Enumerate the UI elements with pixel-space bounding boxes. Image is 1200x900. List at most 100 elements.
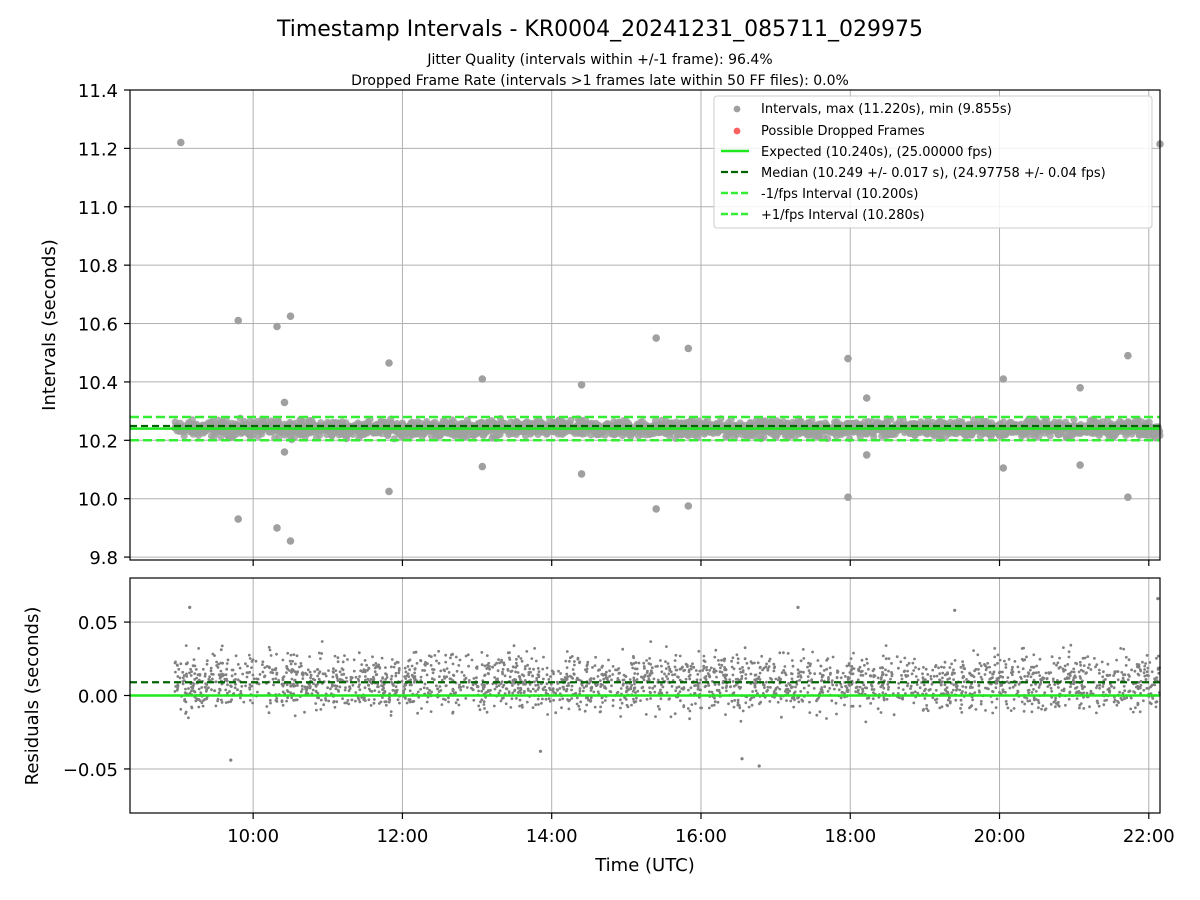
residual-point xyxy=(1023,702,1027,706)
residual-point xyxy=(720,670,724,674)
residual-point xyxy=(645,659,648,662)
residual-point xyxy=(793,698,796,702)
residual-point xyxy=(961,664,965,668)
residual-point xyxy=(820,688,824,692)
residual-point xyxy=(631,666,635,670)
residual-point xyxy=(1040,707,1043,711)
residual-point xyxy=(332,667,335,671)
residual-point xyxy=(815,713,819,717)
residual-point xyxy=(621,678,625,682)
interval-outlier-point xyxy=(999,375,1008,383)
residual-point xyxy=(442,675,446,679)
residual-point xyxy=(567,707,571,711)
legend-box xyxy=(713,95,1153,229)
residual-point xyxy=(221,672,224,676)
residual-point xyxy=(918,686,922,690)
residual-point xyxy=(301,677,305,680)
residual-point xyxy=(288,659,292,663)
x-tick-label: 22:00 xyxy=(1123,826,1175,847)
residual-point xyxy=(369,677,373,681)
residual-point xyxy=(533,647,536,650)
residual-point xyxy=(886,683,890,686)
residual-point xyxy=(275,652,278,656)
residuals-points xyxy=(173,597,1161,768)
residual-point xyxy=(480,698,484,702)
residual-point xyxy=(643,667,646,670)
residual-outlier-point xyxy=(188,605,192,610)
residual-point xyxy=(367,667,371,670)
residual-point xyxy=(338,670,342,674)
residual-point xyxy=(798,678,802,682)
residual-point xyxy=(216,666,220,669)
residual-point xyxy=(935,674,939,678)
residuals-x-ticks: 10:00 12:00 14:00 16:00 18:00 20:00 22:00 xyxy=(227,813,1175,847)
residual-point xyxy=(289,684,293,688)
residual-point xyxy=(978,690,981,694)
residual-point xyxy=(415,661,419,665)
residual-point xyxy=(336,656,340,660)
residual-point xyxy=(436,687,440,691)
residual-point xyxy=(1149,702,1153,706)
residual-point xyxy=(811,650,814,654)
residual-point xyxy=(225,662,229,665)
residual-point xyxy=(291,683,295,687)
residual-point xyxy=(854,690,858,694)
residual-point xyxy=(403,675,406,678)
residual-point xyxy=(745,661,749,665)
residual-point xyxy=(649,662,652,666)
residual-point xyxy=(707,684,711,687)
residual-point xyxy=(970,674,973,677)
residual-point xyxy=(1051,677,1055,681)
residual-point xyxy=(1125,696,1129,700)
residual-point xyxy=(621,647,625,651)
residual-point xyxy=(380,656,384,660)
residual-point xyxy=(451,687,455,691)
residual-point xyxy=(709,666,713,670)
dropped-frame-subtitle: Dropped Frame Rate (intervals >1 frames … xyxy=(351,73,849,89)
interval-outlier-point xyxy=(684,344,693,353)
residual-point xyxy=(952,683,956,687)
residual-point xyxy=(523,667,527,671)
residual-point xyxy=(633,701,636,704)
residual-point xyxy=(849,657,853,660)
residual-point xyxy=(731,692,735,695)
residual-point xyxy=(286,690,290,694)
residual-point xyxy=(1108,689,1112,693)
residual-point xyxy=(525,700,529,704)
residual-point xyxy=(799,690,803,693)
residual-point xyxy=(313,678,317,682)
residual-point xyxy=(281,658,285,662)
residual-point xyxy=(1142,699,1145,703)
residual-point xyxy=(619,687,623,690)
residual-point xyxy=(320,652,324,655)
residual-point xyxy=(1086,655,1090,658)
residual-point xyxy=(852,667,856,670)
residual-point xyxy=(1078,703,1082,707)
residual-point xyxy=(670,685,674,688)
legend-plus-fps: +1/fps Interval (10.280s) xyxy=(761,208,925,223)
residual-point xyxy=(268,699,272,702)
residual-point xyxy=(438,675,441,678)
residual-point xyxy=(839,682,843,686)
residual-point xyxy=(1037,686,1041,689)
residual-point xyxy=(854,686,858,690)
residual-point xyxy=(200,686,204,689)
residual-point xyxy=(1102,703,1106,707)
interval-outlier-point xyxy=(177,138,185,147)
x-tick-label: 20:00 xyxy=(974,826,1026,847)
residual-point xyxy=(876,676,880,680)
residual-point xyxy=(753,685,757,689)
residual-point xyxy=(1057,666,1061,670)
residual-point xyxy=(529,690,533,693)
residual-point xyxy=(1030,691,1034,694)
residual-point xyxy=(321,672,325,676)
residual-point xyxy=(750,661,754,665)
residual-point xyxy=(946,704,949,708)
residual-point xyxy=(271,677,275,681)
residual-point xyxy=(251,701,255,705)
residual-point xyxy=(688,709,692,713)
residual-point xyxy=(946,672,949,676)
residual-point xyxy=(512,644,516,648)
residual-point xyxy=(911,661,915,665)
residual-point xyxy=(517,675,521,678)
